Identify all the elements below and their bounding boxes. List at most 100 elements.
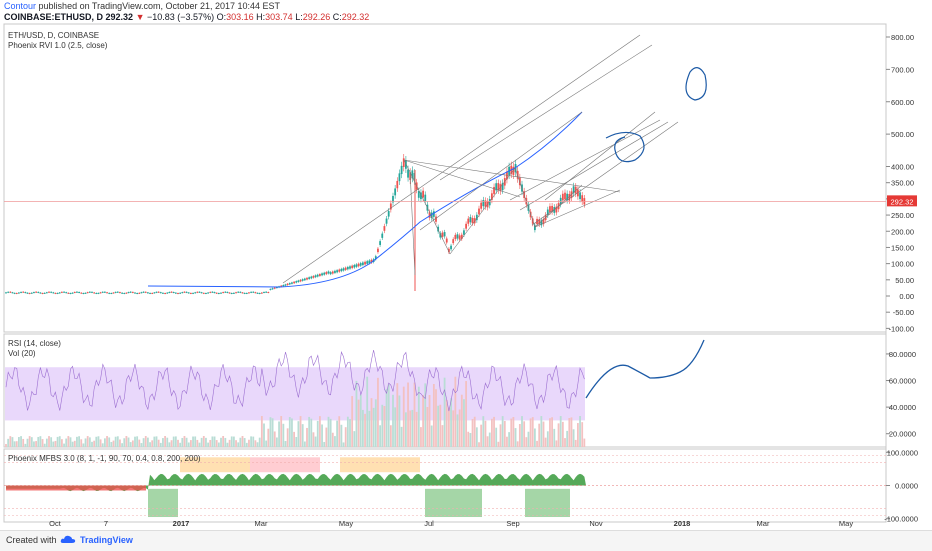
price-candle (14, 293, 16, 294)
volume-bar (437, 406, 439, 447)
volume-bar (173, 437, 175, 447)
price-candle (325, 272, 327, 274)
volume-bar (442, 425, 444, 447)
volume-bar (334, 436, 336, 447)
price-candle (282, 285, 284, 286)
volume-bar (166, 438, 168, 447)
volume-bar (420, 427, 422, 447)
volume-bar (407, 383, 409, 447)
volume-bar (349, 419, 351, 447)
price-candle (128, 292, 130, 293)
price-candle (190, 293, 192, 294)
price-candle (353, 265, 355, 267)
volume-bar (278, 421, 280, 447)
volume-bar (454, 377, 456, 447)
price-candle (252, 292, 254, 293)
volume-bar (336, 421, 338, 447)
price-candle (470, 217, 472, 222)
volume-bar (409, 410, 411, 447)
price-candle (67, 293, 69, 294)
volume-bar (218, 443, 220, 447)
price-candle (93, 292, 95, 293)
volume-bar (373, 408, 375, 447)
price-candle (22, 292, 24, 293)
volume-bar (547, 431, 549, 447)
price-tick-label: 100.00 (891, 260, 914, 269)
price-candle (181, 292, 183, 293)
price-candle (218, 293, 220, 294)
volume-bar (358, 400, 360, 447)
price-tick-label: 600.00 (891, 98, 914, 107)
price-candle (255, 292, 257, 293)
volume-bar (123, 438, 125, 447)
volume-bar (571, 417, 573, 447)
volume-bar (556, 440, 558, 447)
volume-bar (313, 432, 315, 447)
price-candle (70, 293, 72, 294)
volume-bar (317, 421, 319, 447)
price-candle (227, 292, 229, 293)
volume-bar (205, 438, 207, 447)
volume-bar (184, 436, 186, 447)
price-candle (184, 292, 186, 293)
volume-bar (418, 387, 420, 447)
price-candle (216, 293, 218, 294)
volume-bar (577, 423, 579, 447)
price-candle (386, 219, 388, 224)
volume-bar (74, 441, 76, 447)
volume-bar (538, 424, 540, 447)
volume-bar (513, 417, 515, 447)
volume-bar (257, 442, 259, 447)
price-candle (78, 292, 80, 293)
price-candle (272, 288, 274, 289)
price-candle (341, 269, 343, 271)
volume-bar (500, 424, 502, 447)
volume-bar (55, 441, 57, 447)
price-candle (188, 292, 190, 293)
price-candle (91, 292, 93, 293)
volume-bar (220, 438, 222, 447)
mfbs-low-block (525, 489, 570, 517)
price-candle (83, 293, 85, 294)
time-tick-label: Mar (757, 519, 770, 528)
price-candle (201, 292, 203, 293)
price-candle (33, 292, 35, 293)
volume-bar (255, 440, 257, 447)
price-candle (175, 293, 177, 294)
volume-bar (80, 439, 82, 447)
price-candle (347, 267, 349, 269)
price-candle (239, 292, 241, 293)
price-candle (106, 292, 108, 293)
price-candle (55, 293, 57, 294)
price-candle (29, 293, 31, 294)
price-candle (171, 292, 173, 293)
volume-bar (287, 428, 289, 447)
price-candle (147, 292, 149, 293)
price-candle (366, 261, 368, 264)
mfbs-zone (340, 457, 420, 472)
volume-bar (248, 440, 250, 447)
volume-bar (562, 422, 564, 447)
volume-bar (300, 416, 302, 447)
price-candle (35, 292, 37, 293)
price-legend: ETH/USD, D, COINBASE (8, 31, 99, 40)
volume-bar (474, 417, 476, 447)
volume-bar (375, 399, 377, 447)
volume-bar (525, 437, 527, 447)
volume-bar (568, 418, 570, 447)
price-candle (298, 280, 300, 282)
volume-bar (308, 417, 310, 447)
volume-bar (319, 416, 321, 447)
price-candle (356, 264, 358, 266)
volume-bar (98, 436, 100, 447)
price-candle (102, 292, 104, 293)
volume-bar (523, 421, 525, 447)
time-tick-label: Oct (49, 519, 62, 528)
volume-bar (212, 436, 214, 447)
volume-bar (338, 416, 340, 447)
price-candle (85, 293, 87, 294)
tradingview-logo-text[interactable]: TradingView (80, 535, 133, 545)
price-candle (134, 293, 136, 294)
volume-bar (104, 438, 106, 447)
